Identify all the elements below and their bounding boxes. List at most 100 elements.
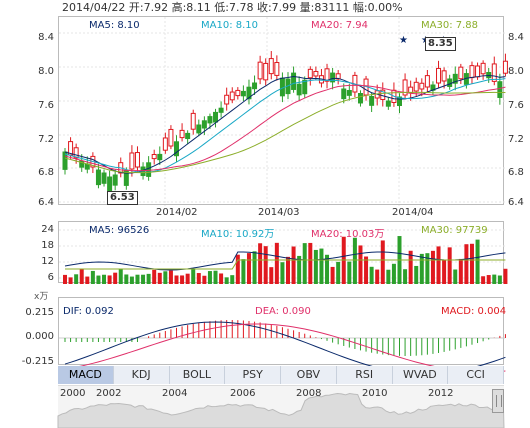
kline-candle [123,170,129,186]
kline-candle [441,70,447,82]
kline-marker-star: ★ [399,35,408,46]
tab-cci[interactable]: CCI [448,366,504,384]
kline-candle [235,89,241,97]
kline-candle [229,91,235,101]
volume-bar [107,275,112,284]
tab-kdj[interactable]: KDJ [113,366,170,384]
volume-bar [79,268,84,284]
volume-bar [380,240,385,284]
volume-bar [174,275,179,284]
kline-candle [413,81,419,92]
volume-bar [352,237,357,284]
volume-bar [102,274,107,284]
volume-bar [325,254,330,284]
macd-ytick: 0.000 [25,331,54,342]
kline-panel[interactable]: ★★★ MA5: 8.10 MA10: 8.10 MA20: 7.94 MA30… [58,16,508,206]
macd-ytick: -0.215 [21,356,54,367]
volume-bar [258,243,263,284]
kline-candle [291,72,297,90]
kline-ytick-left: 6.4 [38,197,54,208]
volume-bar [191,269,196,284]
kline-candle [357,93,363,104]
volume-ma10-label: MA10: 10.92万 [201,229,275,240]
volume-bar [146,273,151,284]
timeline-year: 2004 [162,388,188,399]
kline-candle [385,100,391,107]
volume-bar [386,269,391,284]
volume-bar [124,274,129,284]
kline-ytick-left: 7.2 [38,134,54,145]
volume-bar [141,274,146,284]
kline-candle [185,132,191,140]
kline-candle [274,62,280,76]
volume-bar [246,253,251,284]
macd-ytick: 0.215 [25,307,54,318]
kline-candle [369,96,375,106]
volume-bar [486,275,491,284]
kline-candle [324,68,330,82]
volume-bar [403,269,408,284]
volume-bar [313,249,318,284]
timeline-year: 2010 [362,388,388,399]
volume-bar [464,244,469,284]
kline-candle [240,90,246,97]
tab-rsi[interactable]: RSI [336,366,393,384]
macd-dea-label: DEA: 0.090 [255,306,311,317]
volume-ma20-label: MA20: 10.03万 [311,229,385,240]
kline-candle [174,141,179,157]
kline-ma10-label: MA10: 8.10 [201,20,259,31]
tab-boll[interactable]: BOLL [169,366,226,384]
kline-candle [190,112,196,130]
kline-candle [196,124,202,134]
volume-unit: x万 [34,292,49,302]
kline-ytick-left: 7.6 [38,100,54,111]
kline-ma20-line [64,84,506,172]
kline-candle [73,147,79,159]
kline-candle [112,174,118,186]
volume-bar [118,268,123,284]
volume-bar [235,254,240,284]
macd-panel[interactable]: DIF: 0.092 DEA: 0.090 MACD: 0.004 [58,297,506,375]
kline-ma30-label: MA30: 7.88 [421,20,479,31]
volume-bar [63,274,67,284]
tab-wvad[interactable]: WVAD [392,366,449,384]
volume-bar [347,261,352,284]
kline-candle [246,86,252,100]
kline-candle [341,88,347,100]
kline-candle [263,62,269,81]
volume-bar [129,276,134,284]
volume-ma5-line [64,251,506,271]
volume-bar [369,266,374,284]
tab-psy[interactable]: PSY [225,366,281,384]
volume-bar [291,246,296,284]
volume-panel[interactable]: MA5: 96526 MA10: 10.92万 MA20: 10.03万 MA3… [58,221,508,284]
timeline-scroller[interactable]: 2000 2002 2004 2006 2008 2010 2012 [57,385,505,428]
timeline-year: 2002 [96,388,122,399]
kline-ma10-line [64,78,506,173]
tab-macd[interactable]: MACD [58,366,114,384]
kline-candle [134,152,140,168]
kline-candle [213,111,219,123]
volume-bar [302,243,307,284]
volume-bar [419,253,424,284]
volume-bar [274,242,279,284]
kline-candle [419,82,425,90]
kline-xtick: 2014/03 [258,207,300,218]
tab-obv[interactable]: OBV [281,366,337,384]
indicator-tabs: MACD KDJ BOLL PSY OBV RSI WVAD CCI [58,366,504,384]
kline-candle [151,154,157,160]
kline-candle [452,73,458,84]
kline-candle [346,90,352,96]
quote-header: 2014/04/22 开:7.92 高:8.11 低:7.78 收:7.99 量… [62,1,403,14]
volume-bar [458,258,463,284]
volume-ma30-line [65,259,506,270]
volume-bar [230,275,235,284]
volume-ytick: 18 [41,240,54,251]
timeline-drag-handle[interactable] [492,389,504,413]
timeline-year: 2008 [296,388,322,399]
volume-bar [497,275,502,284]
kline-ytick-right: 8.0 [508,66,524,77]
kline-candle [257,61,263,80]
kline-candle [502,60,508,74]
kline-candle [302,79,308,95]
